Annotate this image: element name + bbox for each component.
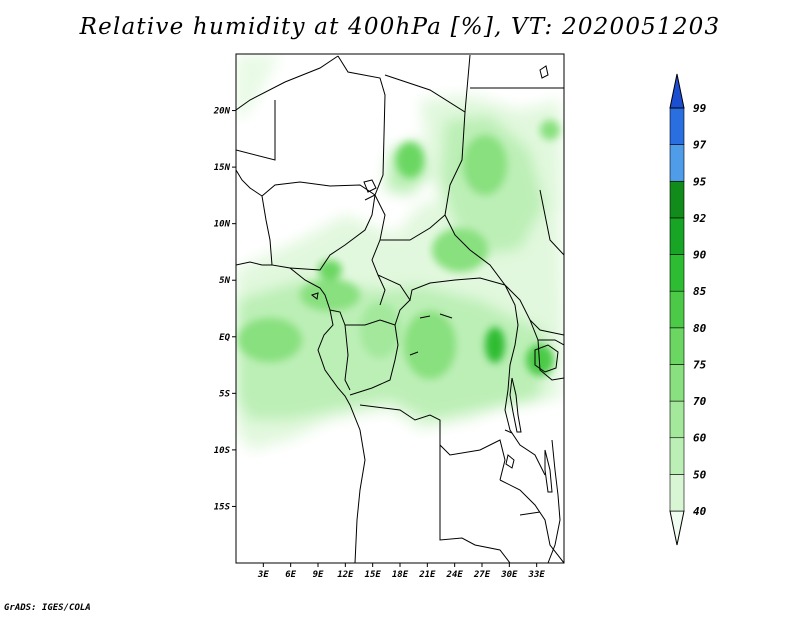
colorbar-label: 85 <box>693 285 707 298</box>
lat-tick-label: EQ <box>219 333 230 343</box>
border <box>444 111 564 336</box>
colorbar-swatch <box>669 437 685 475</box>
border <box>337 55 386 201</box>
lon-tick-label: 3E <box>257 570 269 580</box>
lat-tick-label: 10N <box>214 220 231 230</box>
coastline <box>236 169 366 563</box>
border <box>380 214 446 241</box>
border <box>504 284 546 476</box>
coastline-west <box>236 261 272 266</box>
lon-tick-label: 9E <box>313 570 324 580</box>
colorbar-label: 90 <box>693 249 707 262</box>
border <box>384 54 471 113</box>
longitude-axis: 3E 6E 9E 12E 15E 18E 21E 24E 27E 30E 33E <box>257 563 545 580</box>
lake-malawi <box>544 449 553 493</box>
colorbar-swatch <box>669 107 685 145</box>
lon-tick-label: 21E <box>418 570 436 580</box>
lon-tick-label: 27E <box>473 570 491 580</box>
chart-title: Relative humidity at 400hPa [%], VT: 202… <box>79 14 721 40</box>
lon-tick-label: 30E <box>500 570 518 580</box>
colorbar-top-tip <box>669 73 685 109</box>
border <box>329 299 411 326</box>
lon-tick-label: 6E <box>285 570 296 580</box>
island-mark <box>310 292 319 300</box>
river-marks <box>409 313 541 516</box>
island-mark <box>539 65 549 79</box>
humidity-field <box>236 55 564 450</box>
colorbar-label: 95 <box>693 175 707 188</box>
border <box>236 55 339 111</box>
lake-chad <box>363 179 377 193</box>
lake-victoria <box>534 344 559 373</box>
colorbar-label: 99 <box>693 102 707 115</box>
lon-tick-label: 15E <box>365 570 382 580</box>
colorbar-label: 75 <box>693 358 707 371</box>
lon-tick-label: 24E <box>446 570 464 580</box>
colorbar-label: 70 <box>693 395 707 408</box>
border <box>236 100 276 161</box>
lat-tick-label: 15N <box>214 163 231 173</box>
colorbar-swatch <box>669 217 685 255</box>
lat-tick-label: 10S <box>214 446 231 456</box>
lat-tick-label: 15S <box>214 502 231 512</box>
humidity-shading-core <box>238 120 560 379</box>
border <box>261 181 376 271</box>
lat-tick-label: 5N <box>219 276 230 286</box>
border <box>537 339 564 381</box>
lake-tanganyika <box>509 377 522 433</box>
lon-tick-label: 18E <box>392 570 409 580</box>
credit-text: GrADS: IGES/COLA <box>4 603 91 613</box>
border <box>349 324 399 396</box>
colorbar-swatch <box>669 364 685 402</box>
border <box>359 404 506 481</box>
colorbar-swatch <box>669 180 685 219</box>
border <box>539 189 564 256</box>
border <box>529 319 564 346</box>
border <box>371 194 386 306</box>
border <box>547 439 561 563</box>
colorbar-label: 80 <box>693 322 707 335</box>
colorbar-swatch <box>669 474 685 512</box>
colorbar-label: 60 <box>693 432 707 445</box>
lon-tick-label: 12E <box>337 570 354 580</box>
colorbar-swatch <box>669 290 685 329</box>
border <box>344 324 351 391</box>
latitude-axis: 20N 15N 10N 5N EQ 5S 10S 15S <box>213 107 236 512</box>
border <box>439 445 511 563</box>
lon-tick-label: 33E <box>528 570 546 580</box>
colorbar-swatch <box>669 400 685 439</box>
colorbar-bottom-tip <box>669 510 685 546</box>
colorbar-label: 97 <box>693 139 707 152</box>
lake-mweru <box>505 454 515 469</box>
colorbar-label: 40 <box>693 505 707 518</box>
border <box>499 479 564 563</box>
lat-tick-label: 20N <box>213 107 231 117</box>
colorbar: 40 50 60 70 75 80 85 90 92 95 97 99 <box>669 73 707 546</box>
colorbar-label: 50 <box>693 468 707 481</box>
colorbar-label: 92 <box>693 212 707 225</box>
lat-tick-label: 5S <box>219 389 230 399</box>
colorbar-swatch <box>669 327 685 365</box>
border <box>377 274 506 302</box>
colorbar-swatch <box>669 144 685 182</box>
country-boundaries <box>236 54 564 563</box>
colorbar-swatch <box>669 254 685 292</box>
